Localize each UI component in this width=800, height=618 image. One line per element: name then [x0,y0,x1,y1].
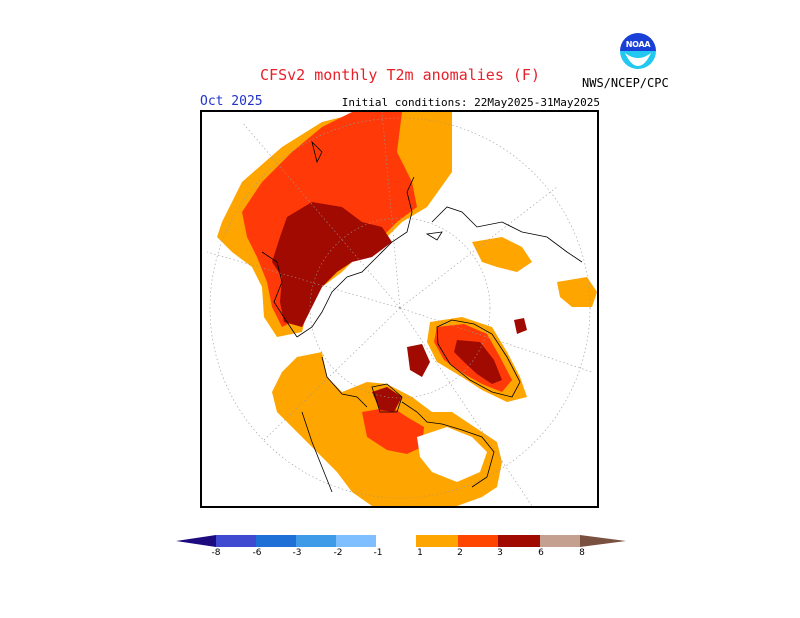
colorbar-bin [256,535,296,547]
anomaly-region-arctic-islands-darkred [372,387,402,412]
anomaly-region-far-east-orange [557,277,597,307]
colorbar-bin [216,535,256,547]
colorbar-tick-label: -2 [333,548,343,558]
forecast-month: Oct 2025 [200,94,263,109]
anomaly-region-baffin-darkred [407,344,430,377]
colorbar-svg [176,535,626,547]
colorbar-tick-label: 3 [497,548,503,558]
colorbar-bin [540,535,580,547]
colorbar-arrow-high [580,535,626,547]
colorbar-tick-label: 2 [457,548,463,558]
colorbar-bin [296,535,336,547]
coastlines [261,140,583,493]
colorbar-tick-label: 8 [579,548,585,558]
noaa-logo-icon: NOAA [619,32,657,70]
colorbar-tick-label: -8 [211,548,221,558]
anomaly-region-greenland-darkred [454,340,502,384]
colorbar-tick-label: -3 [292,548,302,558]
agency-label: NWS/NCEP/CPC [582,76,669,90]
anomaly-region-siberia-darkred [272,202,392,327]
graticule [206,112,593,506]
colorbar-bin [458,535,498,547]
colorbar-tick-label: -1 [373,548,383,558]
hudson-bay-white [417,427,487,482]
colorbar-bin [376,535,416,547]
anomaly-region-small-darkred [514,318,527,334]
colorbar-tick-label: -6 [252,548,262,558]
initial-conditions: Initial conditions: 22May2025-31May2025 [341,96,600,109]
map-title: CFSv2 monthly T2m anomalies (F) [260,66,540,84]
noaa-logo-graphic [620,33,656,69]
polar-map-svg [202,112,597,506]
colorbar-bin [416,535,458,547]
colorbar [176,533,626,563]
colorbar-bin [498,535,540,547]
colorbar-tick-label: 6 [538,548,544,558]
colorbar-bin [336,535,376,547]
polar-map [200,110,599,508]
anomaly-region-namerica-red [362,407,424,454]
noaa-logo-text: NOAA [625,40,651,49]
anomaly-region-east-orange [472,237,532,272]
colorbar-arrow-low [176,535,216,547]
colorbar-tick-label: 1 [417,548,423,558]
